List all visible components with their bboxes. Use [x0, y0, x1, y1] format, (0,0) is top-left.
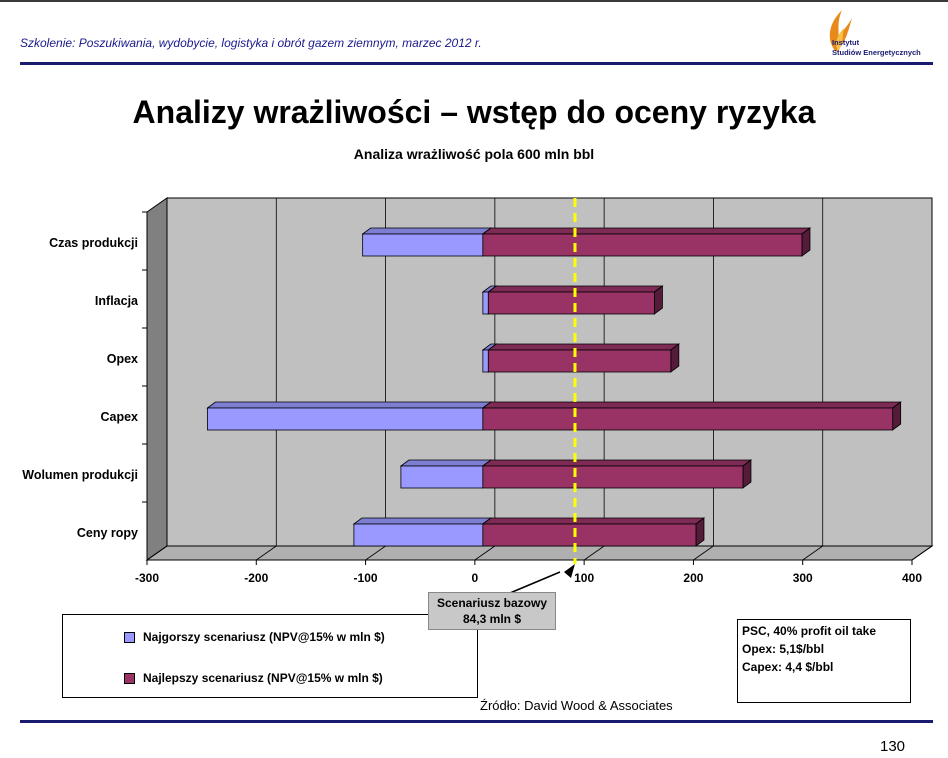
- bar-1-5: [482, 523, 697, 547]
- logo-text: Instytut Studiów Energetycznych: [832, 38, 921, 57]
- x-tick-label-6: 300: [793, 571, 813, 585]
- bar-0-4: [400, 465, 484, 489]
- legend-label-best: Najlepszy scenariusz (NPV@15% w mln $): [143, 671, 383, 685]
- bar-top-1-4: [481, 459, 753, 467]
- flame-logo-icon: [829, 10, 852, 52]
- bar-top-1-2: [487, 343, 681, 351]
- assumption-psc: PSC, 40% profit oil take: [742, 624, 877, 638]
- plot-side-wall: [146, 197, 168, 561]
- legend-swatch-worst: [124, 631, 135, 643]
- bar-top-0-4: [399, 459, 493, 467]
- legend: [62, 614, 478, 698]
- floor-gridline-4: [583, 545, 605, 561]
- chart-title: Analiza wrażliwość pola 600 mln bbl: [353, 146, 595, 162]
- bar-top-0-3: [206, 401, 493, 409]
- footer-divider: [20, 720, 933, 723]
- bar-0-3: [207, 407, 484, 431]
- bar-top-1-3: [481, 401, 902, 409]
- tornado-chart: -300 -200 -100 0 100 200 300 400 Czas produkcji I…: [22, 197, 934, 594]
- bar-1-4: [482, 465, 744, 489]
- assumptions-box: PSC, 40% profit oil take Opex: 5,1$/bbl …: [737, 619, 911, 703]
- category-label-2: Opex: [107, 352, 138, 366]
- floor-gridline-7: [911, 545, 933, 561]
- x-tick-label-4: 100: [574, 571, 594, 585]
- category-label-4: Wolumen produkcji: [22, 468, 138, 482]
- category-label-0: Czas produkcji: [49, 236, 138, 250]
- floor-gridline-3: [474, 545, 496, 561]
- training-header: Szkolenie: Poszukiwania, wydobycie, logi…: [20, 36, 482, 50]
- source-text: Źródło: David Wood & Associates: [480, 698, 673, 713]
- base-arrow-shaft: [509, 571, 561, 594]
- bar-1-3: [482, 407, 894, 431]
- x-tick-label-1: -200: [244, 571, 268, 585]
- x-tick-label-5: 200: [683, 571, 703, 585]
- header-divider: [20, 62, 933, 65]
- floor-gridline-2: [365, 545, 386, 561]
- legend-item-worst: Najgorszy scenariusz (NPV@15% w mln $): [124, 630, 385, 644]
- legend-item-best: Najlepszy scenariusz (NPV@15% w mln $): [124, 671, 383, 685]
- bar-0-5: [353, 523, 484, 547]
- bar-0-2: [482, 349, 489, 373]
- x-tick-label-0: -300: [135, 571, 159, 585]
- category-label-3: Capex: [100, 410, 138, 424]
- bar-top-1-5: [481, 517, 706, 525]
- floor-gridline-6: [802, 545, 823, 561]
- category-label-5: Ceny ropy: [77, 526, 138, 540]
- bar-1-2: [487, 349, 672, 373]
- bar-0-0: [362, 233, 484, 257]
- bar-1-1: [487, 291, 655, 315]
- bar-top-0-5: [352, 517, 493, 525]
- assumption-capex: Capex: 4,4 $/bbl: [742, 660, 834, 674]
- page-number: 130: [880, 738, 906, 755]
- base-arrow-head: [563, 564, 575, 578]
- x-tick-label-3: 0: [472, 571, 479, 585]
- top-border: [0, 0, 948, 2]
- x-tick-label-7: 400: [902, 571, 922, 585]
- assumption-opex: Opex: 5,1$/bbl: [742, 642, 825, 656]
- x-tick-label-2: -100: [354, 571, 378, 585]
- floor-gridline-5: [693, 545, 714, 561]
- base-scenario-label: Scenariusz bazowy 84,3 mln $: [428, 592, 556, 630]
- bar-top-0-0: [361, 227, 493, 235]
- page-title: Analizy wrażliwości – wstęp do oceny ryz…: [132, 94, 816, 130]
- bar-top-1-0: [481, 227, 812, 235]
- floor-gridline-0: [146, 545, 168, 561]
- category-label-1: Inflacja: [95, 294, 139, 308]
- floor-gridline-1: [256, 545, 277, 561]
- bar-1-0: [482, 233, 803, 257]
- plot-floor: [145, 545, 934, 561]
- bar-0-1: [482, 291, 489, 315]
- legend-swatch-best: [124, 672, 135, 684]
- legend-label-worst: Najgorszy scenariusz (NPV@15% w mln $): [143, 630, 385, 644]
